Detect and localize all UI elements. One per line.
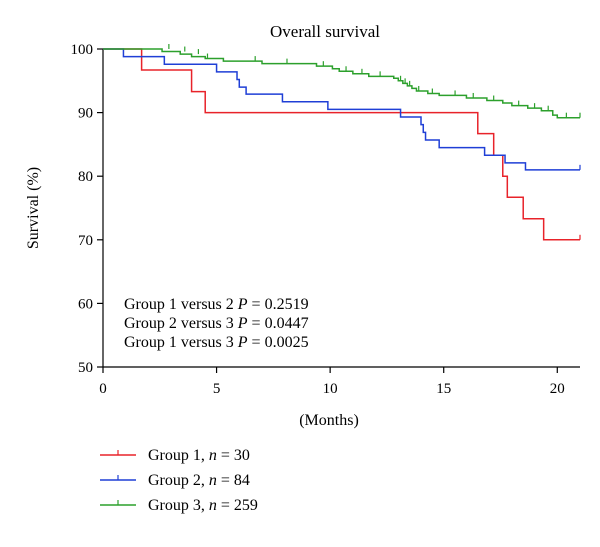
p-value: = 0.0447 (248, 315, 309, 332)
comparison-label: Group 1 versus 2 (124, 296, 238, 313)
p-value-line: Group 2 versus 3 P = 0.0447 (124, 315, 309, 332)
y-tick-label: 90 (78, 106, 93, 122)
x-tick-label: 0 (99, 381, 107, 397)
p-value: = 0.0025 (248, 334, 309, 351)
y-tick-label: 80 (78, 169, 93, 185)
y-tick-label: 60 (78, 296, 93, 312)
legend-n-symbol: n (209, 472, 217, 489)
axes: 50 60 70 80 90 100 0 5 10 15 20 (71, 42, 580, 397)
survival-curves (103, 44, 581, 241)
series-3-line (103, 48, 580, 119)
legend-item: Group 2, n = 84 (100, 472, 250, 489)
y-tick-label: 70 (78, 233, 93, 249)
y-axis-label: Survival (%) (25, 167, 42, 249)
comparison-label: Group 1 versus 3 (124, 334, 238, 351)
legend-n-symbol: n (209, 447, 217, 464)
series-1-line (103, 48, 580, 241)
legend-n-symbol: n (209, 497, 217, 514)
p-symbol: P (237, 296, 248, 313)
p-symbol: P (237, 334, 248, 351)
x-tick-label: 20 (550, 381, 565, 397)
legend-n-value: = 259 (217, 497, 258, 514)
legend-label: Group 1, n = 30 (148, 447, 250, 464)
legend-n-value: = 84 (217, 472, 250, 489)
p-symbol: P (237, 315, 248, 332)
legend-series-name: Group 2, (148, 472, 209, 489)
x-tick-label: 5 (213, 381, 221, 397)
y-tick-label: 50 (78, 360, 93, 376)
p-value: = 0.2519 (248, 296, 309, 313)
x-tick-label: 10 (323, 381, 338, 397)
p-value-line: Group 1 versus 3 P = 0.0025 (124, 334, 309, 351)
legend-item: Group 3, n = 259 (100, 497, 258, 514)
chart-title: Overall survival (270, 22, 380, 41)
p-value-line: Group 1 versus 2 P = 0.2519 (124, 296, 309, 313)
legend-n-value: = 30 (217, 447, 250, 464)
series-2-line (103, 48, 580, 171)
p-value-annotations: Group 1 versus 2 P = 0.2519 Group 2 versu… (124, 296, 309, 351)
legend-series-name: Group 1, (148, 447, 209, 464)
legend-label: Group 3, n = 259 (148, 497, 258, 514)
x-axis-label: (Months) (299, 412, 359, 429)
comparison-label: Group 2 versus 3 (124, 315, 238, 332)
legend-series-name: Group 3, (148, 497, 209, 514)
x-tick-label: 15 (436, 381, 451, 397)
y-tick-label: 100 (71, 42, 94, 58)
legend-item: Group 1, n = 30 (100, 447, 250, 464)
legend-label: Group 2, n = 84 (148, 472, 250, 489)
legend: Group 1, n = 30 Group 2, n = 84 Group 3, n… (100, 447, 258, 514)
